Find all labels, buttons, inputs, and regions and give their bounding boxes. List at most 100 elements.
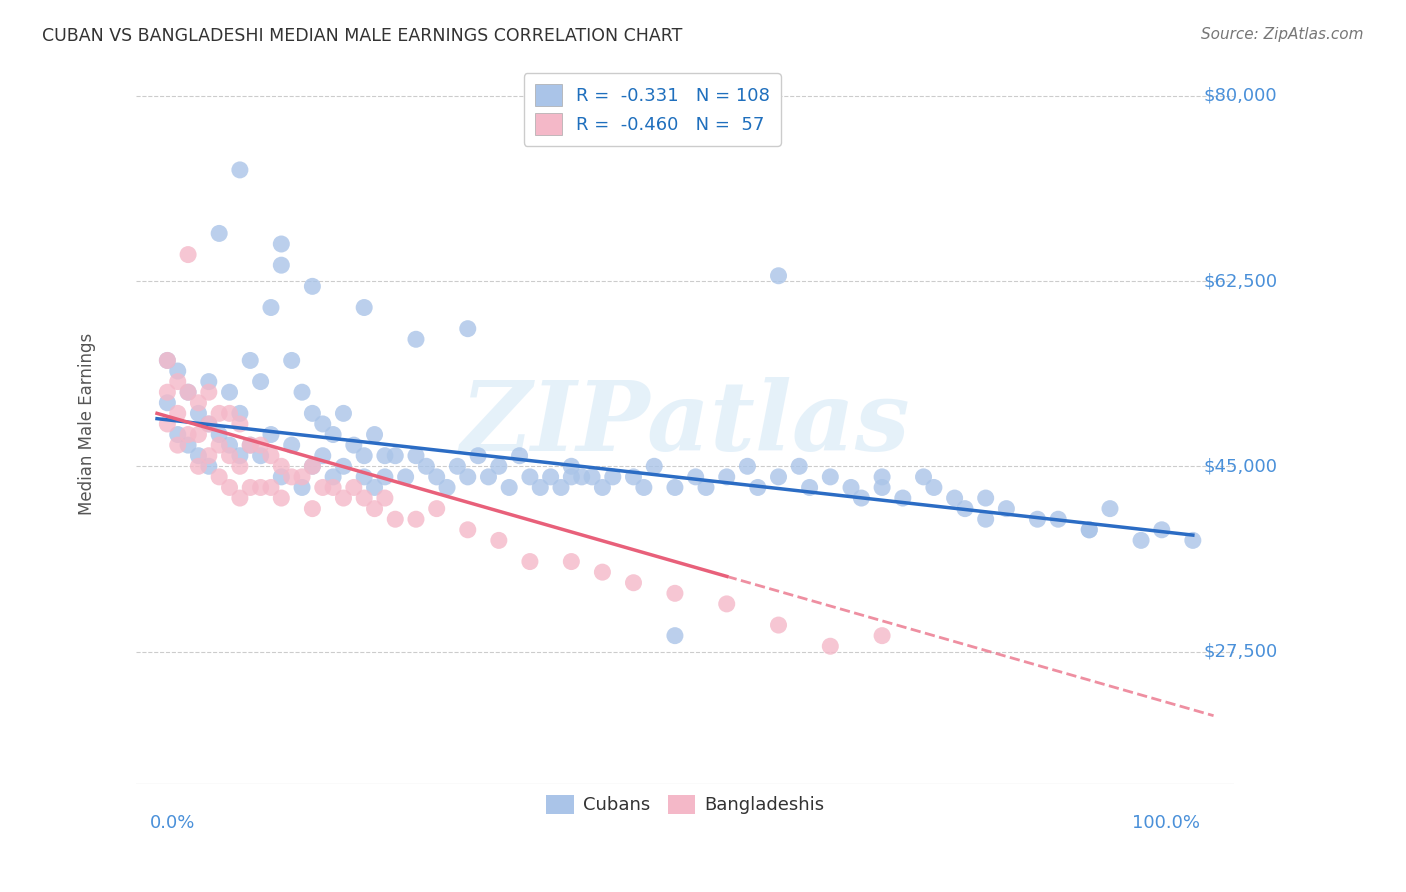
Point [218, 449, 240, 463]
Text: ZIPatlas: ZIPatlas [461, 377, 910, 471]
Point [353, 491, 375, 505]
Point [363, 480, 385, 494]
Point [353, 449, 375, 463]
Point [208, 427, 231, 442]
Text: 100.0%: 100.0% [1132, 814, 1199, 832]
Point [312, 417, 335, 431]
Point [239, 438, 262, 452]
Point [198, 417, 221, 431]
Point [581, 470, 603, 484]
Point [332, 491, 354, 505]
Point [166, 406, 188, 420]
Point [768, 470, 790, 484]
Point [166, 364, 188, 378]
Text: Median Male Earnings: Median Male Earnings [77, 333, 96, 515]
Point [1130, 533, 1153, 548]
Point [560, 470, 582, 484]
Point [166, 427, 188, 442]
Point [1047, 512, 1070, 526]
Point [187, 427, 209, 442]
Point [747, 480, 769, 494]
Point [198, 385, 221, 400]
Point [384, 449, 406, 463]
Point [260, 427, 283, 442]
Point [426, 470, 449, 484]
Point [695, 480, 717, 494]
Point [301, 459, 323, 474]
Point [405, 449, 427, 463]
Point [1098, 501, 1121, 516]
Point [187, 459, 209, 474]
Point [737, 459, 759, 474]
Point [301, 459, 323, 474]
Point [974, 491, 997, 505]
Point [208, 470, 231, 484]
Point [922, 480, 945, 494]
Point [166, 438, 188, 452]
Point [332, 406, 354, 420]
Text: $27,500: $27,500 [1204, 642, 1278, 661]
Point [187, 406, 209, 420]
Point [353, 301, 375, 315]
Point [799, 480, 821, 494]
Point [426, 501, 449, 516]
Point [270, 491, 292, 505]
Point [363, 501, 385, 516]
Point [768, 268, 790, 283]
Point [768, 618, 790, 632]
Point [312, 480, 335, 494]
Legend: Cubans, Bangladeshis: Cubans, Bangladeshis [540, 788, 831, 822]
Point [156, 385, 179, 400]
Point [374, 449, 396, 463]
Text: $80,000: $80,000 [1204, 87, 1278, 105]
Point [974, 512, 997, 526]
Point [1078, 523, 1101, 537]
Point [446, 459, 468, 474]
Point [457, 523, 479, 537]
Point [249, 375, 271, 389]
Point [229, 417, 252, 431]
Point [177, 427, 200, 442]
Point [995, 501, 1018, 516]
Point [436, 480, 458, 494]
Point [664, 480, 686, 494]
Point [1026, 512, 1049, 526]
Point [218, 438, 240, 452]
Point [912, 470, 935, 484]
Point [415, 459, 437, 474]
Point [249, 449, 271, 463]
Point [239, 480, 262, 494]
Point [664, 586, 686, 600]
Point [953, 501, 976, 516]
Point [208, 227, 231, 241]
Point [218, 480, 240, 494]
Point [229, 459, 252, 474]
Point [870, 629, 893, 643]
Point [529, 480, 551, 494]
Point [343, 438, 366, 452]
Point [943, 491, 966, 505]
Point [820, 639, 842, 653]
Point [291, 470, 314, 484]
Point [623, 470, 645, 484]
Point [301, 406, 323, 420]
Point [664, 629, 686, 643]
Point [550, 480, 572, 494]
Point [519, 470, 541, 484]
Point [519, 555, 541, 569]
Point [560, 459, 582, 474]
Point [839, 480, 862, 494]
Point [643, 459, 665, 474]
Point [1078, 523, 1101, 537]
Point [280, 470, 302, 484]
Point [177, 438, 200, 452]
Point [177, 247, 200, 261]
Point [363, 427, 385, 442]
Point [457, 321, 479, 335]
Point [291, 480, 314, 494]
Point [187, 449, 209, 463]
Point [851, 491, 873, 505]
Point [177, 385, 200, 400]
Point [498, 480, 520, 494]
Point [332, 459, 354, 474]
